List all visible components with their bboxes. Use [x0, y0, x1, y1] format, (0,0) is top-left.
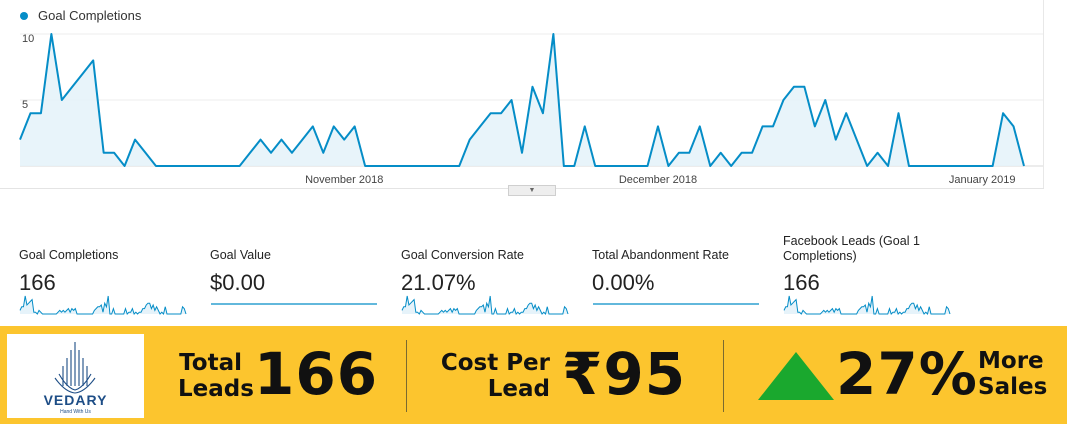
metric-label: Goal Value [210, 248, 271, 262]
metric-sparkline [211, 303, 377, 305]
metric-value: $0.00 [210, 270, 266, 295]
logo-name: VEDARY [43, 392, 108, 408]
sparkline-area [20, 296, 186, 314]
building-logo-icon [54, 342, 96, 394]
sparkline-area [402, 296, 568, 314]
metric-tile[interactable]: Goal Completions 166 [19, 232, 203, 324]
metric-label: Facebook Leads (Goal 1 Completions) [783, 234, 920, 263]
growth-label-line2: Sales [978, 374, 1048, 400]
sparkline-area [784, 296, 950, 314]
metric-value: 0.00% [592, 270, 655, 295]
sparkline-line [401, 295, 569, 316]
legend-label: Goal Completions [38, 8, 142, 23]
chevron-down-icon: ▼ [528, 187, 536, 194]
promo-banner: VEDARY Hand With Us Total Leads 166 Cost… [0, 326, 1067, 424]
vedary-logo: VEDARY Hand With Us [7, 334, 144, 418]
banner-divider-1 [406, 340, 407, 412]
cost-per-lead-value: ₹95 [562, 340, 687, 408]
metric-tile[interactable]: Total Abandonment Rate 0.00% [592, 232, 776, 324]
cost-per-lead-label-line2: Lead [487, 376, 550, 402]
cost-per-lead-label: Cost Per Lead [430, 350, 550, 402]
sparkline-line [19, 295, 187, 316]
growth-label-line1: More [978, 348, 1044, 374]
metric-sparkline [783, 295, 951, 316]
y-tick-label: 5 [22, 99, 28, 111]
metric-sparkline [19, 295, 187, 316]
cost-per-lead-label-line1: Cost Per [440, 350, 550, 376]
chart-right-border [1043, 0, 1044, 188]
growth-label: More Sales [978, 348, 1047, 400]
x-tick-label: January 2019 [949, 174, 1016, 186]
series-area [20, 34, 1024, 166]
up-arrow-icon [758, 352, 834, 400]
total-leads-label: Total Leads [178, 350, 254, 402]
series-line [19, 33, 1025, 167]
metric-value: 166 [19, 270, 56, 295]
growth-value: 27% [836, 340, 978, 408]
banner-divider-2 [723, 340, 724, 412]
metric-tile[interactable]: Goal Value $0.00 [210, 232, 394, 324]
metrics-row: Goal Completions 166 Goal Value $0.00 Goal C… [0, 232, 1067, 324]
metric-sparkline [593, 303, 759, 305]
logo-tagline: Hand With Us [60, 409, 91, 415]
metric-label: Goal Conversion Rate [401, 248, 524, 262]
goal-completions-chart: Goal Completions 5 10 November 2018 Decembe… [0, 0, 1067, 200]
metric-label: Total Abandonment Rate [592, 248, 729, 262]
total-leads-value: 166 [254, 340, 379, 408]
metric-sparkline [401, 295, 569, 316]
y-tick-label: 10 [22, 33, 34, 45]
legend-dot-icon [20, 11, 28, 20]
x-tick-label: December 2018 [619, 174, 697, 186]
x-tick-label: November 2018 [305, 174, 383, 186]
sparkline-line [783, 295, 951, 316]
total-leads-label-line1: Total [179, 350, 242, 376]
collapse-chart-button[interactable]: ▼ [508, 185, 556, 196]
chart-legend: Goal Completions [20, 8, 141, 23]
metric-label: Goal Completions [19, 248, 119, 262]
line-chart-svg: 5 10 November 2018 December 2018 January 201… [19, 33, 1043, 186]
metric-tile[interactable]: Facebook Leads (Goal 1 Completions) 166 [783, 232, 967, 324]
total-leads-label-line2: Leads [178, 376, 254, 402]
metric-value: 166 [783, 270, 820, 295]
metric-value: 21.07% [401, 270, 476, 295]
metric-tile[interactable]: Goal Conversion Rate 21.07% [401, 232, 585, 324]
